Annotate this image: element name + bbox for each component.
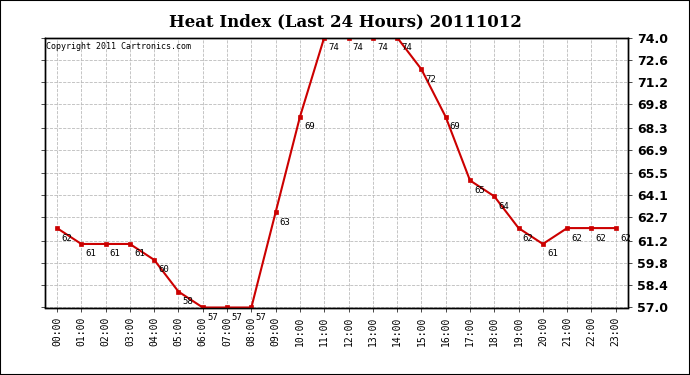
Text: 74: 74 bbox=[377, 43, 388, 52]
Text: 58: 58 bbox=[183, 297, 193, 306]
Text: 69: 69 bbox=[304, 122, 315, 131]
Text: 64: 64 bbox=[498, 202, 509, 211]
Text: 62: 62 bbox=[571, 234, 582, 243]
Text: 72: 72 bbox=[426, 75, 436, 84]
Text: 62: 62 bbox=[620, 234, 631, 243]
Text: 57: 57 bbox=[231, 313, 242, 322]
Text: 57: 57 bbox=[207, 313, 217, 322]
Text: 62: 62 bbox=[595, 234, 607, 243]
Text: Copyright 2011 Cartronics.com: Copyright 2011 Cartronics.com bbox=[46, 42, 191, 51]
Text: 74: 74 bbox=[328, 43, 339, 52]
Text: 74: 74 bbox=[402, 43, 412, 52]
Text: 63: 63 bbox=[280, 218, 290, 227]
Text: 61: 61 bbox=[86, 249, 96, 258]
Text: 61: 61 bbox=[110, 249, 121, 258]
Text: 61: 61 bbox=[134, 249, 145, 258]
Text: 57: 57 bbox=[255, 313, 266, 322]
Text: 62: 62 bbox=[523, 234, 533, 243]
Text: Heat Index (Last 24 Hours) 20111012: Heat Index (Last 24 Hours) 20111012 bbox=[168, 13, 522, 30]
Text: 65: 65 bbox=[474, 186, 485, 195]
Text: 74: 74 bbox=[353, 43, 364, 52]
Text: 60: 60 bbox=[158, 266, 169, 274]
Text: 62: 62 bbox=[61, 234, 72, 243]
Text: 69: 69 bbox=[450, 122, 461, 131]
Text: 61: 61 bbox=[547, 249, 558, 258]
